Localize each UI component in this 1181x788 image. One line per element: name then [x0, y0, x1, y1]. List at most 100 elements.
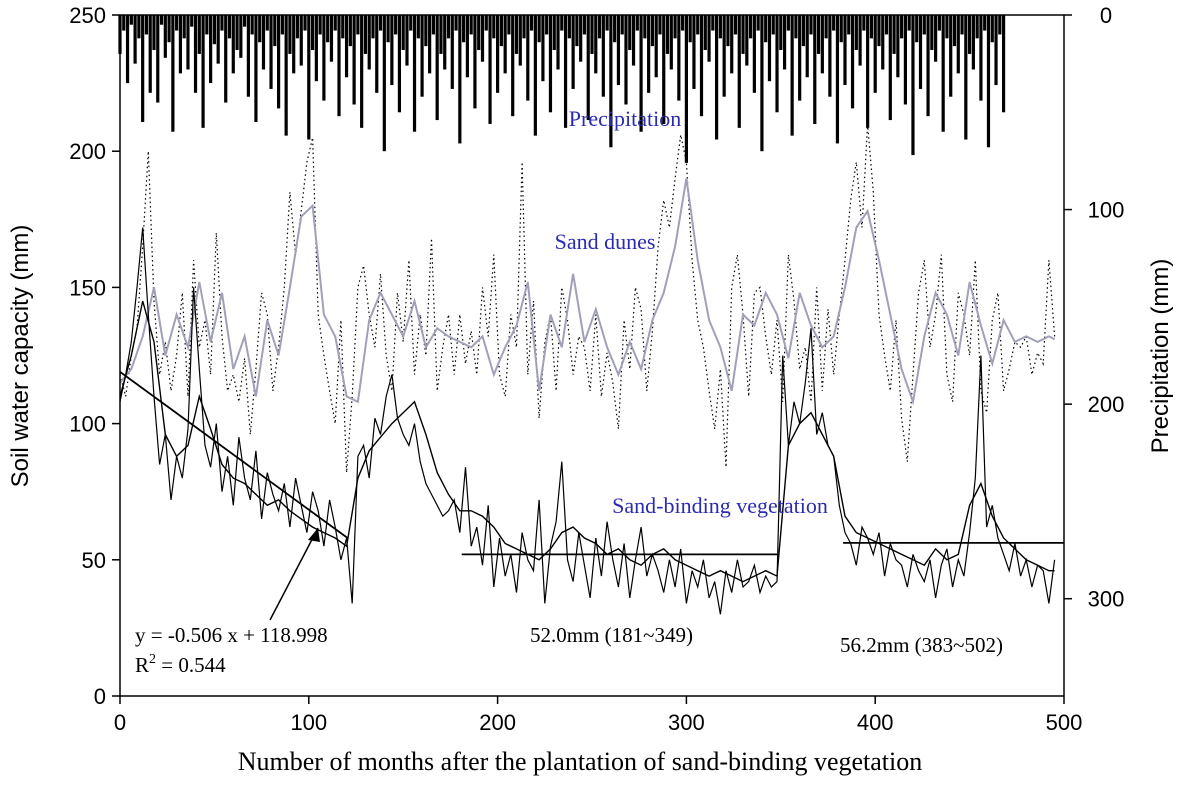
precip-bar	[665, 15, 670, 54]
precip-bar	[409, 15, 413, 31]
precip-bar	[156, 15, 160, 103]
precip-bar	[756, 15, 760, 31]
precip-bar	[469, 15, 473, 35]
precip-bar	[990, 15, 994, 43]
axes: 0 100 200 300 400 500 0 50 100 150 200 250 0 100 200 30…	[69, 3, 1124, 735]
precip-bar	[465, 15, 469, 78]
precip-bar	[843, 15, 847, 86]
precip-bar	[703, 15, 707, 51]
precip-bar	[877, 15, 881, 47]
sand-dunes-measured-line	[119, 123, 1056, 473]
precip-bar	[231, 15, 235, 74]
precip-bar	[239, 15, 243, 58]
precip-bar	[412, 15, 417, 132]
precip-bar	[964, 15, 968, 140]
precip-bar	[243, 15, 247, 27]
precip-bar	[416, 15, 420, 39]
precip-bar	[261, 15, 266, 70]
precip-bar	[681, 15, 685, 31]
precip-bar	[337, 15, 341, 117]
precip-bar	[707, 15, 711, 62]
precip-bar	[696, 15, 700, 35]
precip-bar	[699, 15, 704, 117]
precip-bar	[548, 15, 553, 113]
precip-bar	[533, 15, 537, 136]
precip-bar	[560, 15, 564, 31]
precip-bar	[998, 15, 1002, 35]
precip-bar	[590, 15, 594, 54]
precip-bar	[454, 15, 458, 31]
precip-bar	[246, 15, 250, 97]
precip-bar	[224, 15, 228, 103]
precip-bar	[484, 15, 488, 31]
precip-bar	[911, 15, 915, 156]
precip-bar	[394, 15, 398, 35]
precip-bar	[869, 15, 874, 39]
precip-bar	[329, 15, 334, 62]
precip-bar	[745, 15, 749, 66]
sand-dunes-series	[119, 123, 1056, 473]
precip-bar	[499, 15, 503, 47]
precip-bar	[537, 15, 541, 43]
precip-bar	[488, 15, 492, 124]
precip-bar	[692, 15, 696, 89]
precip-bar	[733, 15, 738, 35]
precip-bar	[352, 15, 356, 105]
precip-bar	[775, 15, 779, 113]
precip-bar	[367, 15, 371, 70]
precip-bar	[148, 15, 152, 93]
precip-bar	[779, 15, 783, 51]
y-tick-label: 0	[94, 684, 106, 709]
precip-bar	[907, 15, 911, 31]
y-tick-label: 250	[69, 3, 106, 28]
precip-bar	[209, 15, 213, 84]
precip-bar	[813, 15, 817, 124]
precip-bar	[443, 15, 447, 70]
precip-bar	[518, 15, 522, 66]
precip-bar	[597, 15, 602, 39]
precip-bar	[639, 15, 643, 132]
r-squared-value: = 0.544	[156, 653, 226, 677]
precip-bar	[677, 15, 681, 101]
precip-bar	[567, 15, 571, 39]
precip-bar	[152, 15, 156, 51]
precip-bar	[741, 15, 745, 54]
precip-bar	[276, 15, 281, 109]
precip-bar	[273, 15, 277, 47]
precip-bar	[133, 15, 137, 64]
precip-bar	[805, 15, 809, 78]
precip-bar	[903, 15, 908, 105]
precip-bar	[265, 15, 269, 31]
series-label-vegetation: Sand-binding vegetation	[612, 493, 828, 518]
precip-bar	[205, 15, 209, 35]
precip-bar	[900, 15, 904, 39]
precip-bar	[605, 15, 609, 31]
precip-bar	[1001, 15, 1006, 113]
precip-bar	[635, 15, 639, 31]
precip-bar	[922, 15, 926, 35]
precip-bar	[220, 15, 224, 31]
precip-bar	[760, 15, 764, 152]
precip-bar	[926, 15, 930, 117]
precip-bar	[386, 15, 390, 43]
precip-bar	[858, 15, 862, 66]
precip-bar	[303, 15, 307, 31]
precip-bar	[930, 15, 934, 51]
y2-tick-label: 0	[1100, 3, 1112, 28]
equation-pointer-head	[308, 528, 320, 542]
x-tick-label: 300	[668, 710, 705, 735]
precip-bar	[360, 15, 364, 128]
precip-bar	[341, 15, 345, 39]
precip-bar	[125, 15, 130, 84]
precip-bar	[503, 15, 507, 74]
x-tick-label: 400	[857, 710, 894, 735]
precip-bar	[850, 15, 855, 109]
precip-bar	[854, 15, 858, 51]
precip-bar	[193, 15, 198, 93]
precip-bar	[201, 15, 205, 128]
precipitation-bars	[118, 15, 1006, 163]
precip-bar	[669, 15, 673, 70]
precip-bar	[167, 15, 171, 43]
r-squared: R2 = 0.544	[135, 652, 226, 677]
precip-bar	[295, 15, 300, 39]
